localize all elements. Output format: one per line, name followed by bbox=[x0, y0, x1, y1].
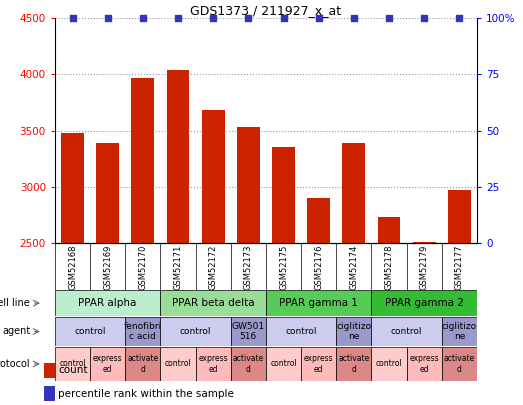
Point bbox=[104, 15, 112, 21]
Text: control: control bbox=[74, 327, 106, 336]
Bar bbox=[336, 347, 371, 381]
Text: activate
d: activate d bbox=[444, 354, 475, 373]
Text: protocol: protocol bbox=[0, 359, 30, 369]
Bar bbox=[196, 347, 231, 381]
Bar bbox=[442, 317, 477, 346]
Bar bbox=[448, 190, 471, 405]
Point bbox=[279, 15, 288, 21]
Text: control: control bbox=[165, 359, 191, 369]
Text: control: control bbox=[391, 327, 423, 336]
Text: control: control bbox=[59, 359, 86, 369]
Text: activate
d: activate d bbox=[127, 354, 158, 373]
Bar bbox=[125, 347, 161, 381]
Point bbox=[455, 15, 463, 21]
Bar bbox=[301, 347, 336, 381]
Bar bbox=[44, 386, 55, 401]
Text: percentile rank within the sample: percentile rank within the sample bbox=[59, 389, 234, 399]
Text: PPAR beta delta: PPAR beta delta bbox=[172, 298, 255, 308]
Text: cell line: cell line bbox=[0, 298, 30, 308]
Bar bbox=[55, 347, 90, 381]
Point bbox=[350, 15, 358, 21]
Bar bbox=[161, 290, 266, 316]
Bar bbox=[44, 363, 55, 378]
Point bbox=[139, 15, 147, 21]
Text: PPAR gamma 1: PPAR gamma 1 bbox=[279, 298, 358, 308]
Bar bbox=[61, 133, 84, 405]
Text: control: control bbox=[376, 359, 402, 369]
Bar bbox=[125, 317, 161, 346]
Bar bbox=[96, 143, 119, 405]
Bar bbox=[308, 198, 330, 405]
Bar bbox=[272, 147, 295, 405]
Text: PPAR alpha: PPAR alpha bbox=[78, 298, 137, 308]
Bar bbox=[231, 317, 266, 346]
Bar bbox=[231, 347, 266, 381]
Bar bbox=[336, 317, 371, 346]
Bar bbox=[237, 127, 260, 405]
Text: ciglitizo
ne: ciglitizo ne bbox=[336, 322, 371, 341]
Bar bbox=[371, 347, 406, 381]
Bar bbox=[161, 347, 196, 381]
Bar bbox=[161, 317, 231, 346]
Point bbox=[385, 15, 393, 21]
Bar bbox=[131, 78, 154, 405]
Bar bbox=[55, 290, 161, 316]
Bar bbox=[266, 347, 301, 381]
Point bbox=[244, 15, 253, 21]
Text: agent: agent bbox=[2, 326, 30, 337]
Bar bbox=[343, 143, 365, 405]
Point bbox=[420, 15, 428, 21]
Bar bbox=[407, 347, 442, 381]
Title: GDS1373 / 211927_x_at: GDS1373 / 211927_x_at bbox=[190, 4, 342, 17]
Point bbox=[69, 15, 77, 21]
Text: fenofibri
c acid: fenofibri c acid bbox=[124, 322, 162, 341]
Text: control: control bbox=[270, 359, 297, 369]
Bar bbox=[90, 347, 126, 381]
Bar bbox=[371, 290, 477, 316]
Text: express
ed: express ed bbox=[410, 354, 439, 373]
Text: control: control bbox=[286, 327, 317, 336]
Point bbox=[174, 15, 182, 21]
Bar bbox=[371, 317, 442, 346]
Bar bbox=[442, 347, 477, 381]
Bar bbox=[413, 242, 436, 405]
Text: express
ed: express ed bbox=[93, 354, 122, 373]
Bar bbox=[266, 317, 336, 346]
Text: express
ed: express ed bbox=[304, 354, 334, 373]
Text: express
ed: express ed bbox=[198, 354, 228, 373]
Text: activate
d: activate d bbox=[338, 354, 370, 373]
Point bbox=[314, 15, 323, 21]
Text: ciglitizo
ne: ciglitizo ne bbox=[442, 322, 477, 341]
Text: PPAR gamma 2: PPAR gamma 2 bbox=[385, 298, 464, 308]
Bar bbox=[378, 217, 401, 405]
Text: control: control bbox=[180, 327, 211, 336]
Text: activate
d: activate d bbox=[233, 354, 264, 373]
Bar bbox=[55, 317, 125, 346]
Bar bbox=[167, 70, 189, 405]
Bar bbox=[266, 290, 371, 316]
Bar bbox=[202, 111, 224, 405]
Text: count: count bbox=[59, 365, 88, 375]
Text: GW501
516: GW501 516 bbox=[232, 322, 265, 341]
Point bbox=[209, 15, 218, 21]
